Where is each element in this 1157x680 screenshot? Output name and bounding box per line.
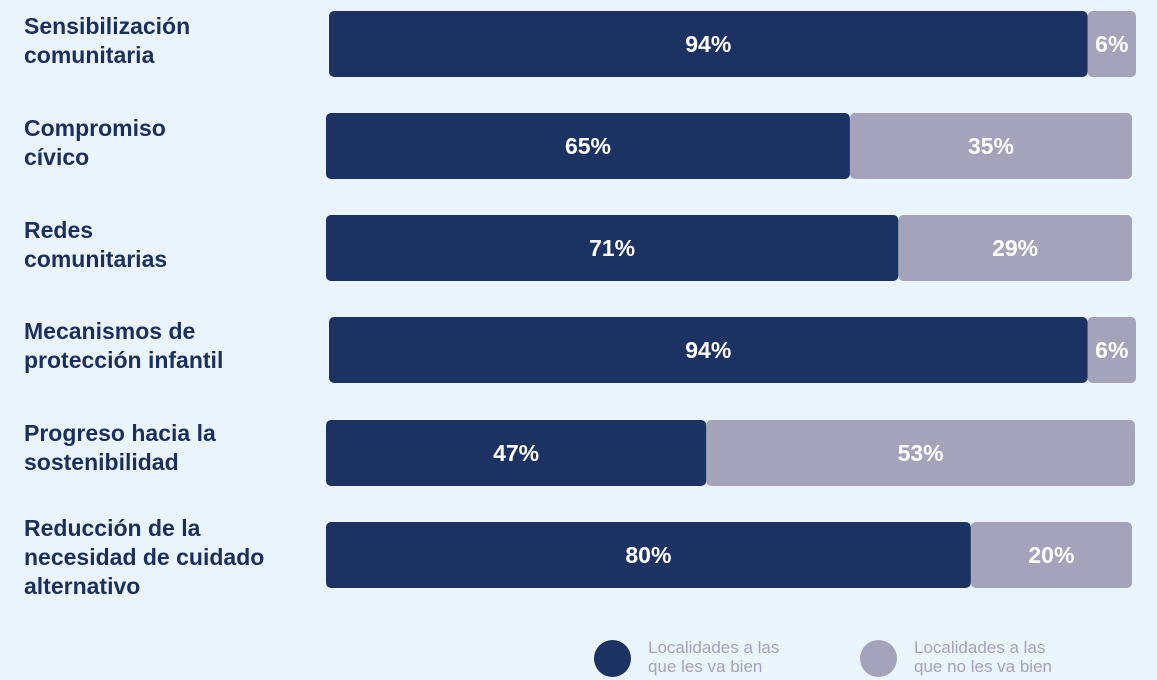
legend-label: Localidades a las que no les va bien	[914, 638, 1052, 676]
bar-group: 65% 35%	[326, 113, 1132, 179]
data-label-positive: 80%	[625, 542, 671, 568]
legend-swatch-positive	[594, 640, 631, 677]
legend-swatch-negative	[860, 640, 897, 677]
category-label-line: Sensibilización	[24, 13, 191, 39]
category-label-line: comunitaria	[24, 42, 155, 68]
data-label-positive: 47%	[493, 440, 539, 466]
category-label-line: Mecanismos de	[24, 318, 196, 344]
legend-label-line: Localidades a las	[914, 638, 1046, 657]
category-label-line: Reducción de la	[24, 515, 201, 541]
data-label-negative: 53%	[898, 440, 944, 466]
bar-group: 80% 20%	[326, 522, 1132, 588]
bar-segment-positive	[326, 420, 707, 486]
bar-segment-negative	[898, 215, 1132, 281]
category-label-line: necesidad de cuidado	[24, 544, 265, 570]
category-label: Compromiso cívico	[24, 114, 314, 172]
category-label-line: sostenibilidad	[24, 449, 179, 475]
category-label: Reducción de la necesidad de cuidado alt…	[24, 514, 314, 601]
legend-label-line: que no les va bien	[914, 657, 1052, 676]
data-label-positive: 94%	[685, 337, 731, 363]
category-label-line: protección infantil	[24, 347, 224, 373]
bar-group: 71% 29%	[326, 215, 1132, 281]
category-label: Mecanismos de protección infantil	[24, 317, 314, 375]
legend-label-line: que les va bien	[648, 657, 763, 676]
category-label-line: alternativo	[24, 573, 141, 599]
legend-item-positive: Localidades a las que les va bien	[594, 638, 834, 680]
data-label-negative: 6%	[1095, 337, 1128, 363]
data-label-negative: 35%	[968, 133, 1014, 159]
category-label-line: Compromiso	[24, 115, 166, 141]
category-label: Progreso hacia la sostenibilidad	[24, 419, 314, 477]
legend-label-line: Localidades a las	[648, 638, 780, 657]
bar-segment-negative	[970, 522, 1132, 588]
data-label-positive: 71%	[589, 235, 635, 261]
category-label-line: comunitarias	[24, 246, 168, 272]
bar-segment-positive	[326, 522, 971, 588]
category-label-line: cívico	[24, 144, 90, 170]
bar-segment-positive	[329, 11, 1088, 77]
data-label-negative: 6%	[1095, 31, 1128, 57]
bar-segment-negative	[1087, 11, 1136, 77]
bar-group: 94% 6%	[329, 11, 1136, 77]
bar-segment-positive	[326, 215, 899, 281]
category-label-line: Redes	[24, 217, 94, 243]
data-label-negative: 29%	[992, 235, 1038, 261]
data-label-negative: 20%	[1028, 542, 1074, 568]
legend-label: Localidades a las que les va bien	[648, 638, 779, 676]
bar-segment-negative	[1087, 317, 1136, 383]
category-label: Sensibilización comunitaria	[24, 12, 314, 70]
category-label-line: Progreso hacia la	[24, 420, 216, 446]
bar-group: 94% 6%	[329, 317, 1136, 383]
bar-segment-negative	[849, 113, 1132, 179]
bar-segment-negative	[706, 420, 1135, 486]
data-label-positive: 65%	[565, 133, 611, 159]
legend-item-negative: Localidades a las que no les va bien	[860, 638, 1100, 680]
bar-segment-positive	[329, 317, 1088, 383]
bar-segment-positive	[326, 113, 850, 179]
bar-group: 47% 53%	[326, 420, 1135, 486]
data-label-positive: 94%	[685, 31, 731, 57]
category-label: Redes comunitarias	[24, 216, 314, 274]
